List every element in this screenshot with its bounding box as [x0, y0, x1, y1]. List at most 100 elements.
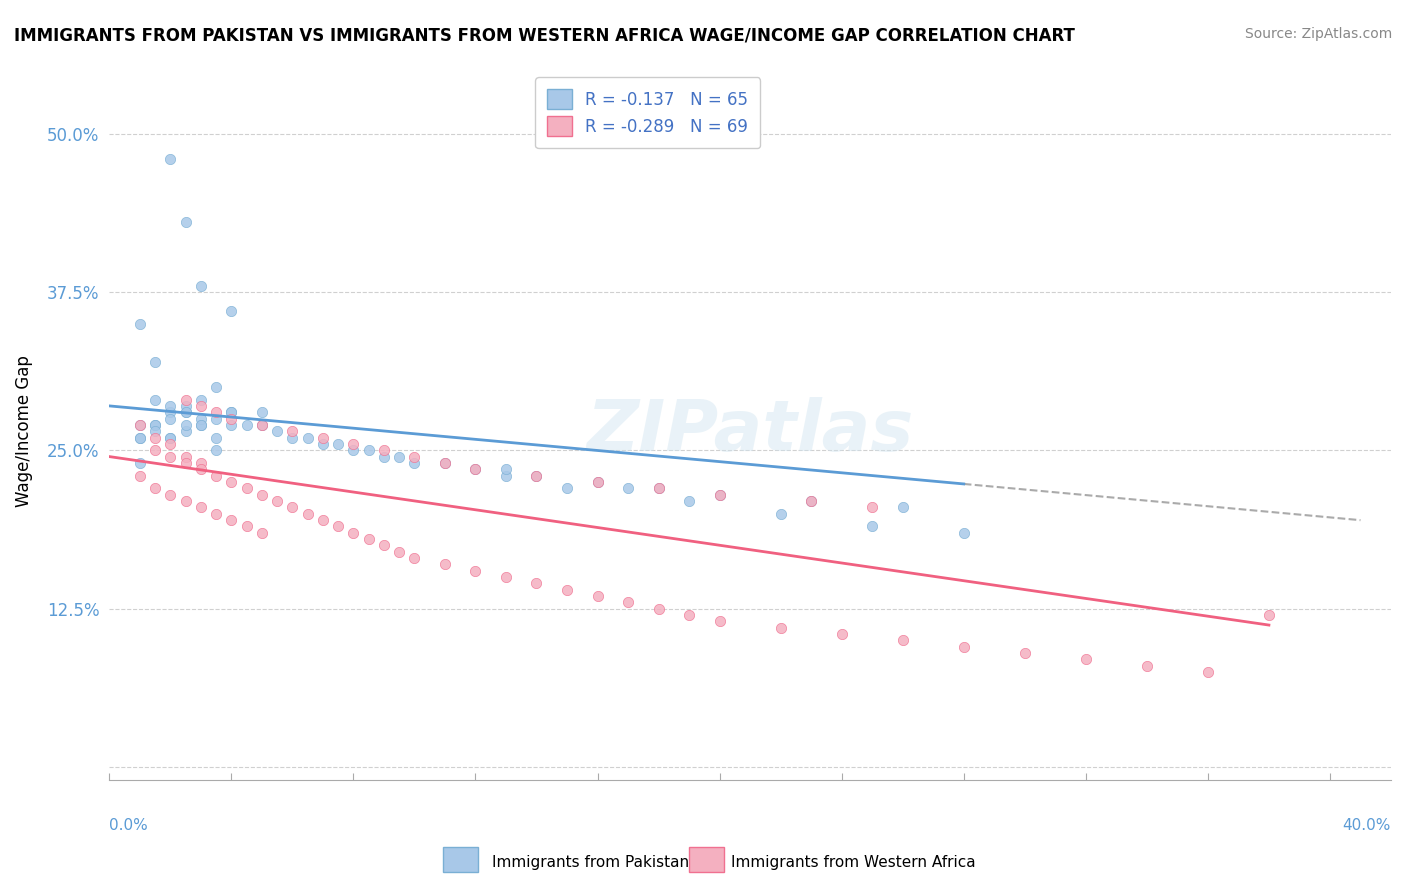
Point [221, 405, 243, 419]
Point [250, 417, 273, 432]
Point [159, 152, 181, 166]
Point [221, 513, 243, 527]
Point [800, 494, 823, 508]
Y-axis label: Wage/Income Gap: Wage/Income Gap [15, 355, 32, 508]
Point [221, 475, 243, 489]
Point [555, 481, 578, 495]
Point [128, 456, 150, 470]
Point [860, 519, 883, 533]
Point [891, 633, 914, 648]
Point [235, 519, 257, 533]
Point [357, 443, 380, 458]
Point [678, 494, 700, 508]
Point [128, 417, 150, 432]
Point [190, 462, 212, 476]
Text: ZIPatlas: ZIPatlas [586, 397, 914, 466]
Point [373, 443, 395, 458]
Point [159, 399, 181, 413]
Point [174, 392, 197, 407]
Point [205, 380, 228, 394]
Point [281, 500, 304, 515]
Point [250, 525, 273, 540]
Text: 40.0%: 40.0% [1343, 818, 1391, 833]
Point [143, 354, 166, 368]
FancyBboxPatch shape [443, 847, 478, 872]
Point [250, 487, 273, 501]
Point [526, 576, 548, 591]
Point [769, 621, 792, 635]
Text: Immigrants from Pakistan: Immigrants from Pakistan [492, 855, 689, 870]
Point [297, 507, 319, 521]
Point [495, 468, 517, 483]
Point [357, 532, 380, 546]
Point [205, 468, 228, 483]
Point [952, 640, 974, 654]
Point [174, 456, 197, 470]
Point [159, 405, 181, 419]
Point [159, 431, 181, 445]
Point [388, 544, 411, 558]
Point [143, 417, 166, 432]
Point [860, 500, 883, 515]
Point [404, 450, 426, 464]
Point [464, 462, 486, 476]
Point [586, 589, 609, 603]
Point [952, 525, 974, 540]
Legend: R = -0.137   N = 65, R = -0.289   N = 69: R = -0.137 N = 65, R = -0.289 N = 69 [536, 78, 759, 148]
Point [174, 215, 197, 229]
Point [617, 595, 640, 609]
Point [250, 405, 273, 419]
Point [342, 525, 364, 540]
Point [709, 487, 731, 501]
Point [312, 431, 335, 445]
Point [190, 417, 212, 432]
Point [617, 481, 640, 495]
Point [647, 481, 669, 495]
Point [373, 450, 395, 464]
Point [190, 411, 212, 425]
Point [312, 437, 335, 451]
Point [205, 443, 228, 458]
Point [128, 417, 150, 432]
Point [266, 424, 288, 438]
Point [159, 411, 181, 425]
Point [235, 417, 257, 432]
Point [159, 437, 181, 451]
Point [526, 468, 548, 483]
Point [205, 431, 228, 445]
Text: Immigrants from Western Africa: Immigrants from Western Africa [731, 855, 976, 870]
Point [404, 550, 426, 565]
Point [128, 431, 150, 445]
Point [190, 417, 212, 432]
Point [373, 538, 395, 552]
Point [831, 627, 853, 641]
Point [221, 417, 243, 432]
Point [464, 462, 486, 476]
Point [235, 481, 257, 495]
Point [174, 494, 197, 508]
Point [433, 558, 456, 572]
Point [586, 475, 609, 489]
Point [190, 456, 212, 470]
Point [1074, 652, 1097, 666]
Point [159, 450, 181, 464]
Point [326, 437, 349, 451]
Point [143, 424, 166, 438]
Point [128, 468, 150, 483]
Point [190, 278, 212, 293]
Point [143, 443, 166, 458]
Point [1014, 646, 1036, 660]
Text: IMMIGRANTS FROM PAKISTAN VS IMMIGRANTS FROM WESTERN AFRICA WAGE/INCOME GAP CORRE: IMMIGRANTS FROM PAKISTAN VS IMMIGRANTS F… [14, 27, 1076, 45]
Point [174, 399, 197, 413]
Point [891, 500, 914, 515]
Point [281, 424, 304, 438]
Point [647, 481, 669, 495]
Point [221, 304, 243, 318]
Point [159, 431, 181, 445]
Point [174, 405, 197, 419]
Point [266, 494, 288, 508]
Point [433, 456, 456, 470]
Point [678, 607, 700, 622]
Point [190, 500, 212, 515]
Point [526, 468, 548, 483]
